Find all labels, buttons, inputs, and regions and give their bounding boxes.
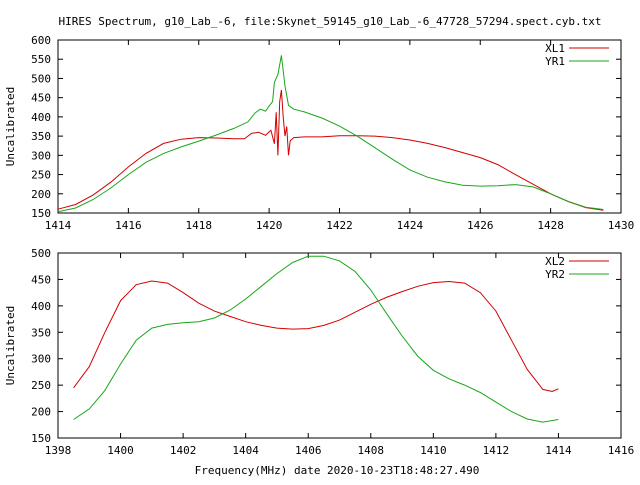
x-tick-label: 1424	[397, 219, 424, 232]
bottom-spectrum-panel: 1398 1400 1402 1404 1406 1408 1410 1412 1414 1416…	[4, 247, 634, 457]
y-tick-label: 450	[31, 273, 51, 286]
series-line-yr1	[57, 55, 604, 213]
x-tick-label: 1418	[186, 219, 213, 232]
y-tick-label: 300	[31, 353, 51, 366]
y-axis-label: Uncalibrated	[4, 306, 17, 385]
series-line-xl1	[57, 89, 604, 211]
y-tick-label: 250	[31, 169, 51, 182]
x-tick-label: 1416	[608, 444, 635, 457]
y-axis-label: Uncalibrated	[4, 87, 17, 166]
x-tick-label: 1430	[608, 219, 635, 232]
x-tick-label: 1412	[483, 444, 510, 457]
x-tick-label: 1414	[45, 219, 72, 232]
x-tick-label: 1402	[170, 444, 197, 457]
series-line-yr2	[73, 255, 559, 423]
y-tick-label: 500	[31, 247, 51, 260]
x-tick-label: 1404	[232, 444, 259, 457]
y-tick-label: 350	[31, 326, 51, 339]
y-tick-label: 400	[31, 300, 51, 313]
plot-frame	[57, 252, 622, 439]
x-tick-label: 1426	[467, 219, 494, 232]
y-tick-label: 350	[31, 130, 51, 143]
y-tick-label: 150	[31, 432, 51, 445]
y-tick-label: 550	[31, 53, 51, 66]
x-tick-label: 1406	[295, 444, 322, 457]
y-tick-label: 500	[31, 72, 51, 85]
chart-title: HIRES Spectrum, g10_Lab_-6, file:Skynet_…	[58, 15, 601, 28]
x-tick-label: 1414	[545, 444, 572, 457]
legend-label-xl2: XL2	[545, 255, 565, 268]
x-tick-label: 1420	[256, 219, 283, 232]
y-tick-label: 600	[31, 34, 51, 47]
x-tick-label: 1428	[537, 219, 564, 232]
x-tick-label: 1422	[326, 219, 353, 232]
x-tick-label: 1416	[115, 219, 142, 232]
y-tick-label: 300	[31, 149, 51, 162]
y-tick-label: 200	[31, 406, 51, 419]
y-tick-label: 250	[31, 379, 51, 392]
y-tick-label: 450	[31, 92, 51, 105]
legend-label-xl1: XL1	[545, 42, 565, 55]
y-tick-label: 150	[31, 207, 51, 220]
y-tick-label: 200	[31, 188, 51, 201]
legend-label-yr2: YR2	[545, 268, 565, 281]
x-tick-label: 1398	[45, 444, 72, 457]
x-axis-footer-label: Frequency(MHz) date 2020-10-23T18:48:27.…	[195, 464, 480, 477]
legend-label-yr1: YR1	[545, 55, 565, 68]
x-tick-label: 1408	[358, 444, 385, 457]
y-tick-label: 400	[31, 111, 51, 124]
top-spectrum-panel: 1414 1416 1418 1420 1422 1424 1426 1428 1430 150 2…	[4, 34, 634, 232]
x-tick-label: 1410	[420, 444, 447, 457]
series-line-xl2	[73, 280, 559, 393]
x-tick-label: 1400	[107, 444, 134, 457]
